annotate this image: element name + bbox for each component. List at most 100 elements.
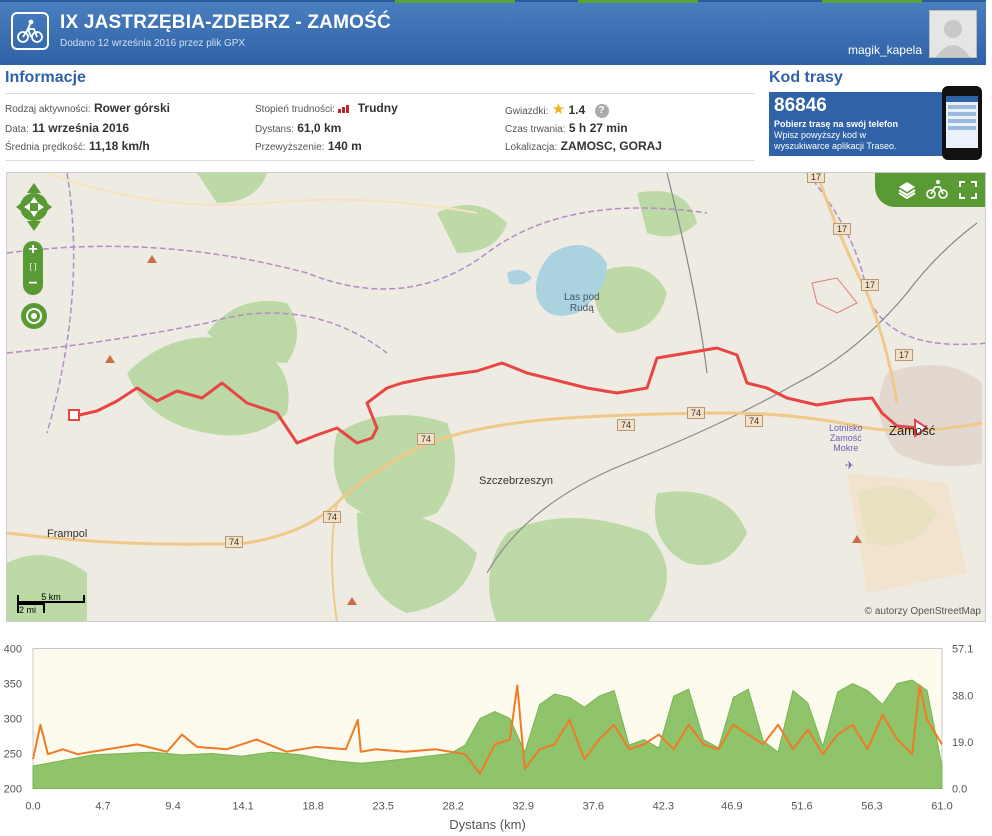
duration-value: 5 h 27 min [568, 121, 628, 135]
y-right-tick-label: 19.0 [952, 737, 973, 749]
bike-map-icon[interactable] [925, 179, 949, 201]
x-tick-label: 46.9 [721, 801, 742, 813]
road-badge: 74 [617, 419, 636, 431]
zoom-in-icon[interactable]: + [28, 241, 38, 258]
y-left-tick-label: 250 [4, 749, 22, 761]
speed-value: 11,18 km/h [88, 139, 150, 153]
road-badge: 17 [861, 279, 880, 291]
mountain-bike-icon [11, 12, 49, 50]
code-line-3: wyszukiwarce aplikacji Traseo. [774, 141, 897, 151]
zoom-out-icon[interactable]: − [28, 275, 38, 292]
distance-value: 61,0 km [297, 121, 342, 135]
speed-label: Średnia prędkość: [5, 142, 86, 153]
elevation-area [32, 679, 943, 789]
date-row: Data: 11 września 2016 [5, 121, 129, 135]
difficulty-label: Stopień trudności: [255, 104, 336, 115]
x-tick-label: 56.3 [861, 801, 882, 813]
header-accent [395, 0, 515, 3]
x-tick-label: 51.6 [791, 801, 812, 813]
code-line-2: Wpisz powyższy kod w [774, 130, 867, 140]
divider [5, 93, 755, 94]
y-left-tick-label: 350 [4, 679, 22, 691]
map-label-lake: Las pod Rudą [564, 292, 600, 314]
map-label-airport: Lotnisko Zamość Mokre [829, 423, 863, 453]
road-badge: 17 [807, 173, 826, 183]
elevation-chart[interactable]: 400 350 300 250 200 57.1 38.0 19.0 0.0 0.0 4.7 9.4 1… [0, 635, 992, 836]
y-left-tick-label: 300 [4, 714, 22, 726]
avatar[interactable] [929, 10, 977, 58]
stars-row: Gwiazdki: ★ 1.4 ? [505, 100, 609, 118]
road-badge: 74 [687, 407, 706, 419]
route-code-box: 86846 Pobierz trasę na swój telefon Wpis… [769, 92, 947, 156]
x-tick-label: 28.2 [443, 801, 464, 813]
x-tick-label: 42.3 [653, 801, 674, 813]
activity-value: Rower górski [93, 101, 170, 115]
duration-label: Czas trwania: [505, 124, 566, 135]
layers-icon[interactable] [897, 180, 917, 200]
map-label-szczebrzeszyn: Szczebrzeszyn [479, 475, 553, 487]
location-value: ZAMOSC, GORAJ [560, 139, 662, 153]
location-row: Lokalizacja: ZAMOSC, GORAJ [505, 139, 662, 153]
code-line-1: Pobierz trasę na swój telefon [774, 119, 899, 129]
y-left-tick-label: 400 [4, 644, 22, 656]
distance-label: Dystans: [255, 124, 294, 135]
difficulty-value: Trudny [357, 101, 398, 115]
help-icon[interactable]: ? [594, 103, 609, 118]
y-right-tick-label: 57.1 [952, 644, 973, 656]
x-tick-label: 61.0 [931, 801, 952, 813]
road-badge: 74 [323, 511, 342, 523]
x-tick-label: 23.5 [372, 801, 393, 813]
map-label-zamosc: Zamość [889, 423, 936, 438]
distance-row: Dystans: 61,0 km [255, 121, 341, 135]
difficulty-bars-icon [338, 104, 350, 113]
date-value: 11 września 2016 [32, 121, 129, 135]
locate-icon[interactable] [21, 303, 47, 329]
climb-value: 140 m [327, 139, 362, 153]
stars-label: Gwiazdki: [505, 106, 549, 117]
date-label: Data: [5, 124, 29, 135]
road-badge: 74 [745, 415, 764, 427]
route-map[interactable]: ✈ + [ ] − [6, 172, 986, 622]
header-accent [822, 0, 922, 3]
stars-value: 1.4 [568, 103, 586, 117]
fullscreen-icon[interactable] [959, 181, 977, 199]
map-scale: 5 km 2 mi [17, 593, 85, 615]
x-tick-label: 37.6 [583, 801, 604, 813]
info-heading: Informacje [5, 69, 86, 86]
code-heading: Kod trasy [769, 69, 843, 86]
route-code: 86846 [774, 95, 827, 116]
zoom-extent-icon[interactable]: [ ] [29, 262, 37, 271]
x-tick-label: 14.1 [232, 801, 253, 813]
map-canvas: ✈ [7, 173, 985, 621]
route-subtitle: Dodano 12 września 2016 przez plik GPX [60, 38, 246, 49]
phone-icon [942, 86, 982, 160]
road-badge: 17 [895, 349, 914, 361]
star-icon: ★ [551, 101, 566, 118]
x-tick-label: 4.7 [95, 801, 110, 813]
activity-label: Rodzaj aktywności: [5, 104, 91, 115]
username-link[interactable]: magik_kapela [847, 43, 922, 57]
header-bar: IX JASTRZĘBIA-ZDEBRZ - ZAMOŚĆ Dodano 12 … [0, 0, 986, 65]
y-left-tick-label: 200 [4, 784, 22, 796]
pan-icon[interactable] [15, 181, 53, 233]
y-right-tick-label: 38.0 [952, 690, 973, 702]
location-label: Lokalizacja: [505, 142, 558, 153]
speed-line [32, 684, 943, 775]
speed-row: Średnia prędkość: 11,18 km/h [5, 139, 150, 153]
road-badge: 17 [833, 223, 852, 235]
divider [5, 160, 755, 161]
map-toolbar [875, 173, 985, 207]
zoom-control: + [ ] − [23, 241, 43, 295]
map-attribution[interactable]: © autorzy OpenStreetMap [864, 606, 981, 617]
chart-x-axis-label: Dystans (km) [449, 817, 526, 832]
route-title: IX JASTRZĘBIA-ZDEBRZ - ZAMOŚĆ [60, 12, 391, 33]
climb-row: Przewyższenie: 140 m [255, 139, 362, 153]
svg-text:✈: ✈ [845, 459, 854, 472]
x-tick-label: 18.8 [302, 801, 323, 813]
map-label-frampol: Frampol [47, 528, 88, 540]
y-right-tick-label: 0.0 [952, 784, 967, 796]
difficulty-row: Stopień trudności: Trudny [255, 101, 398, 115]
road-badge: 74 [417, 433, 436, 445]
code-instructions: Pobierz trasę na swój telefon Wpisz powy… [774, 119, 942, 152]
